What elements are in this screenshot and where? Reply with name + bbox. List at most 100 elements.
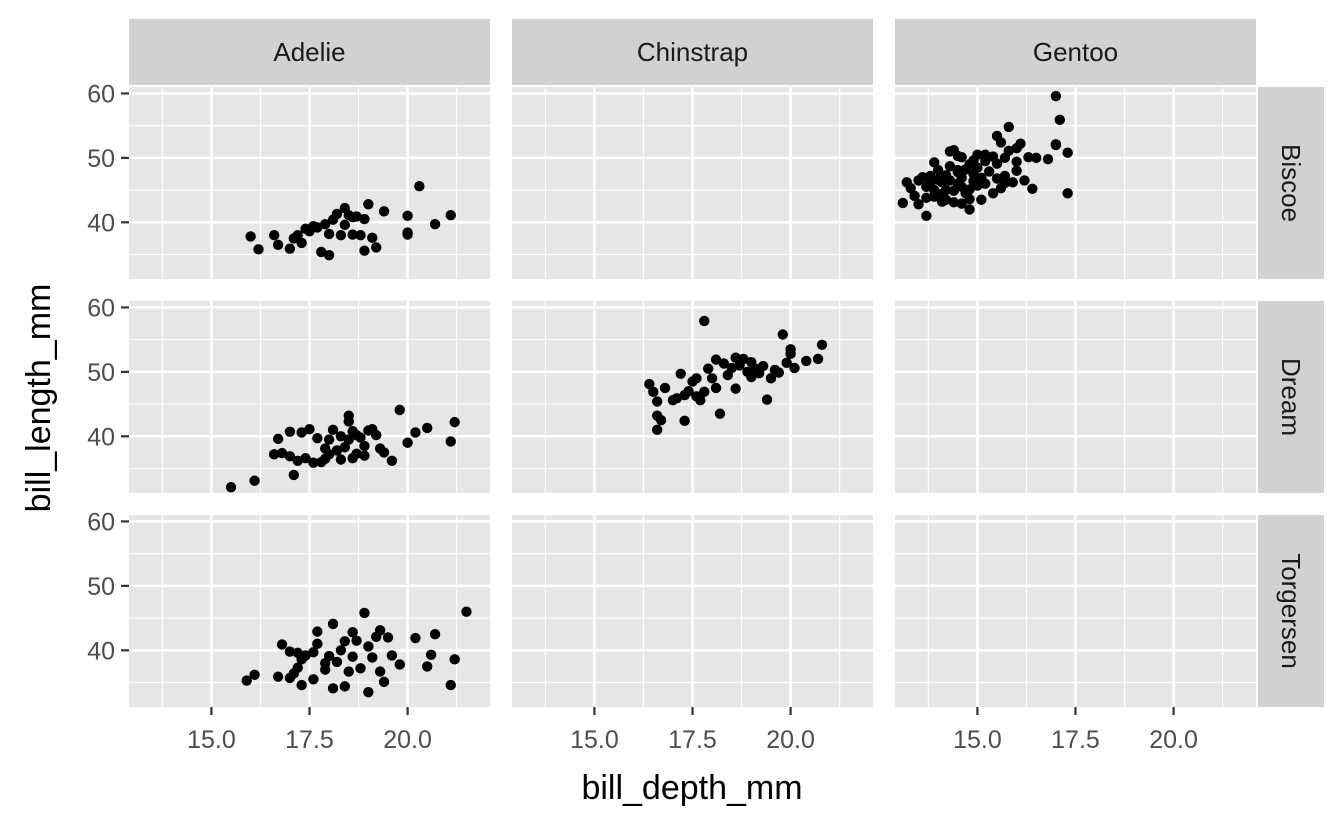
x-tick-label: 20.0	[1149, 726, 1198, 754]
data-point	[386, 650, 398, 661]
data-point	[1011, 143, 1022, 154]
data-point	[312, 626, 323, 637]
data-point	[1007, 177, 1018, 188]
strip-label-chinstrap: Chinstrap	[637, 37, 748, 67]
data-point	[445, 679, 456, 691]
x-tick-label: 20.0	[766, 726, 815, 754]
data-point	[402, 437, 413, 448]
strip-gentoo	[895, 19, 1256, 85]
panel-gentoo-dream	[895, 301, 1256, 493]
data-point	[909, 190, 920, 202]
data-point	[323, 249, 335, 261]
data-point	[363, 199, 374, 210]
data-point	[308, 647, 319, 658]
data-point	[272, 239, 284, 251]
data-point	[801, 355, 812, 367]
data-point	[347, 425, 358, 437]
data-point	[999, 177, 1011, 189]
data-point	[343, 666, 354, 677]
strip-adelie	[129, 19, 490, 85]
data-point	[429, 628, 441, 640]
data-point	[296, 237, 307, 249]
data-point	[765, 373, 777, 384]
data-point	[738, 353, 749, 365]
data-point	[268, 229, 280, 241]
data-point	[245, 231, 256, 242]
data-point	[921, 210, 932, 222]
data-point	[905, 182, 916, 194]
strip-label-torgersen: Torgersen	[1276, 553, 1306, 669]
data-point	[316, 246, 327, 258]
panel-chinstrap-torgersen	[512, 515, 873, 707]
data-point	[710, 354, 722, 365]
data-point	[940, 194, 952, 205]
data-point	[675, 368, 686, 380]
data-point	[414, 181, 425, 192]
data-point	[1054, 114, 1066, 126]
data-point	[932, 164, 944, 176]
data-point	[284, 426, 296, 437]
data-point	[382, 632, 394, 643]
data-point	[355, 432, 366, 443]
data-point	[445, 436, 456, 447]
data-point	[371, 242, 382, 253]
data-point	[347, 229, 358, 240]
panel-adelie-dream	[129, 301, 490, 493]
data-point	[991, 173, 1003, 184]
data-point	[714, 408, 726, 419]
facet-panels	[129, 87, 1256, 707]
data-point	[347, 651, 358, 662]
data-point	[296, 679, 307, 691]
data-point	[268, 449, 280, 460]
data-point	[964, 204, 975, 215]
data-point	[706, 373, 718, 384]
data-point	[276, 447, 288, 459]
data-point	[284, 451, 296, 462]
data-point	[1027, 183, 1038, 194]
data-point	[913, 199, 924, 210]
data-point	[968, 155, 979, 166]
data-point	[292, 229, 303, 241]
data-point	[948, 197, 960, 208]
data-point	[425, 649, 437, 661]
strip-label-biscoe: Biscoe	[1276, 144, 1306, 222]
data-point	[363, 641, 374, 652]
data-point	[335, 431, 347, 442]
data-point	[378, 447, 390, 458]
data-point	[253, 244, 264, 255]
data-point	[378, 676, 390, 688]
data-point	[367, 232, 378, 243]
data-point	[429, 219, 441, 230]
data-point	[449, 416, 460, 428]
data-point	[359, 450, 370, 461]
x-tick-label: 15.0	[187, 726, 236, 754]
data-point	[980, 178, 991, 189]
data-point	[983, 166, 995, 177]
data-point	[249, 669, 260, 680]
axes: 40 50 60 40 50 60 40 50 60 15.0 17.5 20.0 15.0 17.5 20…	[87, 80, 1198, 754]
data-point	[225, 482, 237, 493]
panel-gentoo-biscoe	[895, 87, 1256, 279]
data-point	[461, 606, 472, 617]
data-point	[304, 424, 315, 435]
data-point	[683, 386, 694, 397]
data-point	[964, 193, 975, 205]
data-point	[659, 382, 671, 394]
data-point	[921, 192, 932, 204]
data-point	[956, 198, 967, 209]
data-point	[422, 661, 433, 672]
data-point	[312, 638, 323, 650]
data-point	[308, 674, 319, 685]
y-tick-label: 60	[87, 80, 115, 108]
data-point	[929, 157, 940, 168]
data-point	[964, 184, 975, 195]
panel-chinstrap-dream	[512, 301, 873, 493]
data-point	[651, 424, 663, 436]
data-point	[1011, 156, 1022, 167]
data-point	[394, 404, 405, 416]
strip-label-gentoo: Gentoo	[1033, 37, 1118, 67]
data-point	[300, 650, 311, 661]
data-point	[339, 442, 351, 453]
data-point	[402, 229, 413, 240]
y-tick-label: 50	[87, 145, 115, 173]
